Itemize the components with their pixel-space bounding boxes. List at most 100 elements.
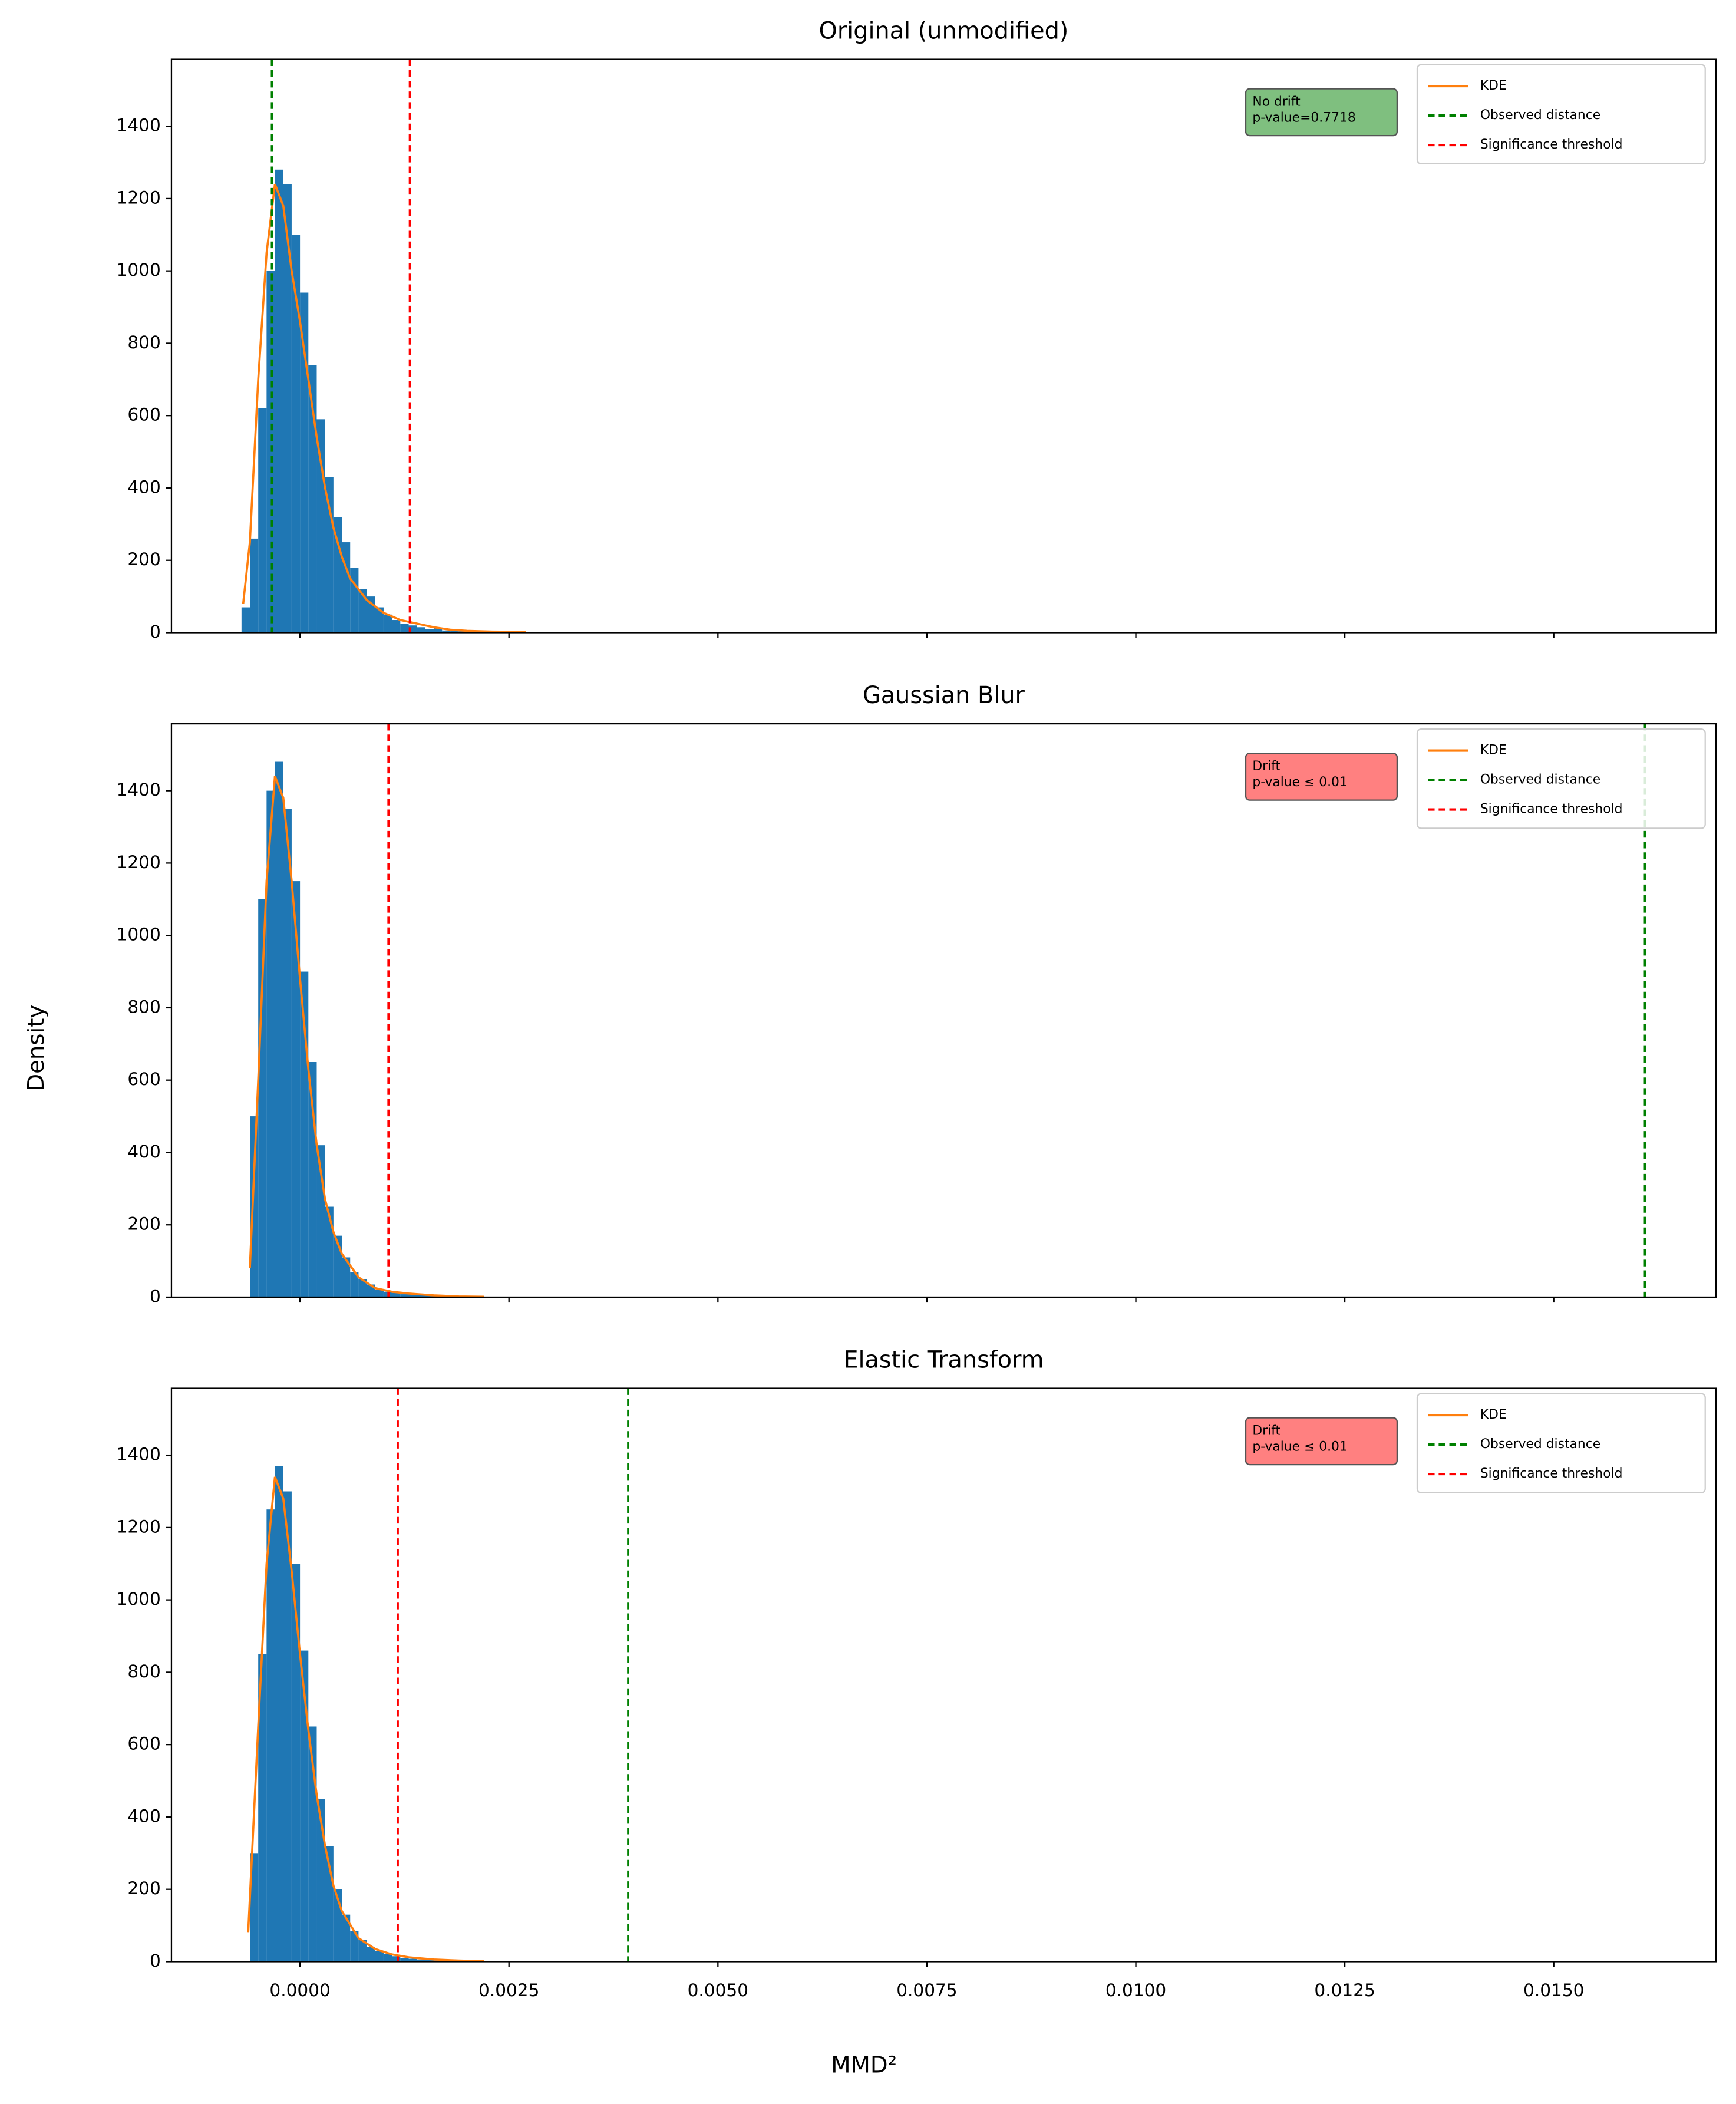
x-tick-label: 0.0025: [478, 1980, 539, 2000]
histogram-bar: [383, 1953, 392, 1962]
annotation-text: Drift: [1252, 1423, 1280, 1438]
histogram-bar: [400, 1294, 409, 1297]
annotation-box: [1245, 1417, 1398, 1466]
y-tick-label: 0: [150, 1286, 161, 1306]
y-tick-label: 1200: [117, 852, 161, 872]
histogram-bar: [425, 629, 434, 633]
legend-box: [1416, 1393, 1706, 1494]
histogram-bar: [450, 631, 459, 633]
histogram-bar: [275, 1466, 283, 1962]
histogram-bar: [383, 614, 392, 633]
histogram-bar: [283, 184, 292, 633]
histogram-bar: [308, 365, 317, 633]
histogram-bar: [350, 1272, 359, 1297]
chart-title: Gaussian Blur: [863, 682, 1025, 709]
chart-title: Original (unmodified): [819, 18, 1069, 45]
y-tick-label: 0: [150, 622, 161, 642]
histogram-bar: [275, 761, 283, 1297]
axes-frame: [170, 58, 1717, 634]
histogram-bar: [291, 235, 301, 633]
legend-label: Observed distance: [1480, 108, 1600, 123]
histogram-bar: [283, 1491, 292, 1962]
y-tick-label: 200: [127, 1214, 160, 1234]
y-tick-label: 1000: [117, 1589, 161, 1609]
histogram-bar: [266, 271, 275, 633]
histogram-bar: [367, 1947, 375, 1962]
histogram-bar: [375, 1951, 384, 1962]
histogram-bar: [375, 607, 384, 633]
histogram-bar: [350, 1931, 359, 1962]
histogram-bar: [434, 628, 443, 633]
histogram-bar: [458, 631, 467, 633]
legend-label: Observed distance: [1480, 1437, 1600, 1452]
histogram-bar: [392, 1292, 401, 1297]
histogram-bar: [417, 627, 425, 633]
y-tick-label: 800: [127, 1661, 160, 1681]
legend-label: Significance threshold: [1480, 802, 1623, 817]
histogram-bar: [392, 1956, 401, 1962]
histogram-bar: [258, 899, 267, 1297]
histogram-bar: [266, 1509, 275, 1962]
histogram-bar: [300, 1650, 309, 1962]
legend-label: KDE: [1480, 743, 1507, 758]
y-tick-label: 1000: [117, 925, 161, 945]
histogram-bar: [283, 809, 292, 1297]
histogram-bar: [358, 1279, 367, 1297]
legend-box: [1416, 64, 1706, 165]
y-tick-label: 400: [127, 1806, 160, 1826]
y-tick-label: 1000: [117, 260, 161, 280]
histogram-bar: [417, 1295, 425, 1297]
histogram-bar: [342, 1257, 351, 1297]
y-tick-label: 1400: [117, 1445, 161, 1465]
histogram-bar: [291, 1564, 301, 1962]
legend-label: Significance threshold: [1480, 137, 1623, 152]
histogram-bar: [358, 589, 367, 633]
y-tick-label: 1400: [117, 780, 161, 800]
histogram-bar: [241, 607, 250, 633]
histogram-bar: [400, 1958, 409, 1962]
histogram-bar: [375, 1290, 384, 1297]
x-tick-label: 0.0100: [1105, 1980, 1166, 2000]
histogram-bar: [425, 1960, 434, 1962]
histogram-bar: [358, 1940, 367, 1962]
histogram-bar: [275, 169, 283, 633]
axes-frame: [170, 1387, 1717, 1963]
x-tick-label: 0.0000: [269, 1980, 330, 2000]
y-tick-label: 400: [127, 1142, 160, 1162]
histogram-bar: [408, 1293, 417, 1297]
histogram-bar: [408, 1958, 417, 1962]
chart-title: Elastic Transform: [843, 1347, 1044, 1374]
annotation-text: p-value=0.7718: [1252, 111, 1355, 126]
annotation-text: p-value ≤ 0.01: [1252, 1440, 1347, 1455]
histogram-bar: [350, 568, 359, 633]
y-tick-label: 800: [127, 332, 160, 352]
y-tick-label: 800: [127, 997, 160, 1017]
y-tick-label: 200: [127, 1878, 160, 1898]
x-tick-label: 0.0050: [688, 1980, 748, 2000]
x-tick-label: 0.0075: [896, 1980, 957, 2000]
annotation-box: [1245, 88, 1398, 137]
histogram-bar: [250, 1853, 259, 1962]
y-tick-label: 1200: [117, 187, 161, 207]
x-tick-label: 0.0125: [1314, 1980, 1375, 2000]
axes-frame: [170, 723, 1717, 1298]
y-tick-label: 0: [150, 1951, 161, 1971]
histogram-bar: [258, 408, 267, 633]
histogram-bar: [250, 1116, 259, 1297]
annotation-box: [1245, 752, 1398, 801]
y-tick-label: 1200: [117, 1516, 161, 1536]
legend-label: KDE: [1480, 78, 1507, 93]
legend-label: KDE: [1480, 1407, 1507, 1422]
y-tick-label: 200: [127, 549, 160, 569]
histogram-bar: [266, 790, 275, 1297]
histogram-bar: [400, 624, 409, 633]
y-tick-label: 400: [127, 477, 160, 497]
y-tick-label: 600: [127, 405, 160, 425]
histogram-bar: [342, 542, 351, 633]
histogram-bar: [417, 1959, 425, 1962]
histogram-bar: [291, 881, 301, 1297]
histogram-bar: [425, 1295, 434, 1297]
histogram-bar: [342, 1914, 351, 1962]
kde-line: [249, 776, 484, 1297]
